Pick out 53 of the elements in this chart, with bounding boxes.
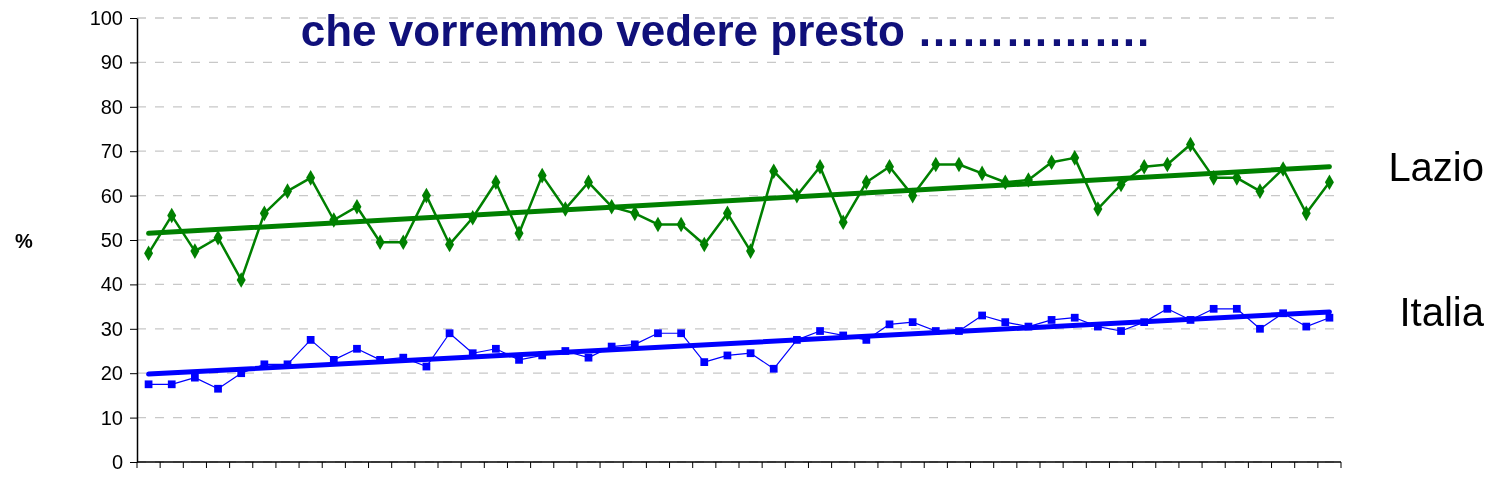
point [492,344,500,353]
point [769,364,778,373]
point [1232,304,1241,313]
point [931,327,940,335]
point [144,380,153,389]
y-tick-label: 60 [100,184,123,207]
point [167,380,176,389]
point [816,327,824,335]
point [1186,316,1195,324]
point [1163,304,1172,313]
y-tick-label: 100 [89,6,123,29]
y-axis-title: % [15,230,34,252]
y-tick-label: 90 [100,51,123,74]
point [654,329,662,338]
point [1279,309,1287,318]
point [584,353,593,362]
point [1209,304,1218,313]
point [677,329,685,338]
point [908,318,917,327]
y-tick-label: 40 [100,273,123,296]
y-tick-label: 10 [100,406,123,429]
point [700,358,709,366]
point [353,344,361,353]
point [561,347,570,355]
point [1302,322,1311,331]
point [1117,327,1125,335]
point [1047,316,1056,324]
y-tick-label: 20 [100,362,123,385]
point [1070,313,1079,322]
point [955,327,963,335]
point [746,349,755,358]
y-tick-label: 70 [100,140,123,163]
point [538,351,547,360]
point [1325,313,1334,322]
chart-title: che vorremmo vedere presto ……………. [300,6,1150,55]
point [1256,324,1264,333]
point [1001,318,1010,327]
point [1140,318,1149,327]
point [793,336,801,344]
point [839,331,848,340]
point [214,384,222,393]
point [445,329,454,338]
point [885,320,894,329]
point [978,311,986,320]
series-label: Italia [1399,289,1485,334]
y-tick-label: 30 [100,317,123,340]
y-tick-label: 80 [100,95,123,118]
point [306,336,315,344]
y-tick-label: 0 [111,450,123,473]
series-label: Lazio [1388,144,1484,189]
point [515,356,523,364]
y-tick-label: 50 [100,228,123,251]
point [191,373,199,382]
